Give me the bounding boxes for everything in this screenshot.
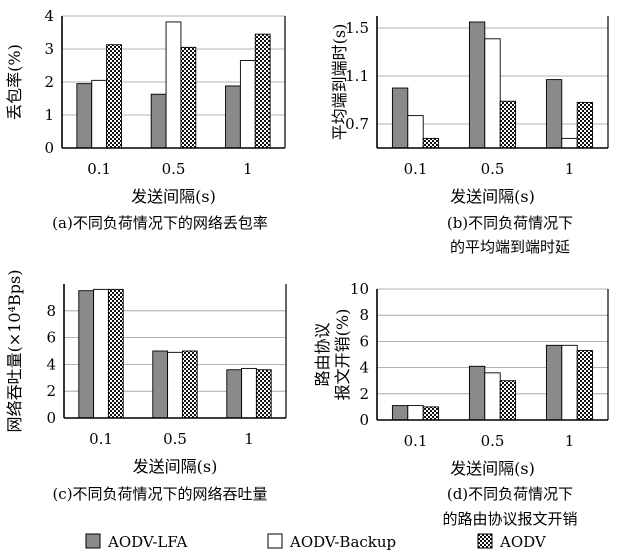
bar-aodv-backup-1 [239,60,256,149]
y-tick-label: 0 [44,139,54,157]
x-axis-label: 发送间隔(s) [131,187,216,206]
y-tick-label: 2 [46,382,56,400]
x-tick-label: 0.5 [481,160,505,178]
bar-aodv-1 [254,33,271,149]
bar-aodv-backup-1 [241,367,257,419]
y-tick-label: 4 [44,7,54,25]
legend-swatch-aodv-backup [267,533,283,549]
bar-aodv-lfa-0.1 [391,87,409,149]
x-tick-label: 1 [565,160,575,178]
y-tick-label: 0 [359,411,369,429]
y-axis-label: 网络吞吐量(×10⁴Bps) [5,270,24,433]
bar-aodv-0.5 [180,46,197,149]
y-tick-label: 0.7 [345,115,369,133]
bar-aodv-backup-0.1 [407,115,424,149]
bar-aodv-0.1 [106,44,122,149]
bar-aodv-lfa-1 [545,344,563,421]
legend-swatch-aodv [477,533,493,549]
y-tick-label: 1 [44,106,54,124]
x-tick-label: 0.1 [89,430,113,448]
bar-aodv-lfa-1 [545,79,563,149]
bar-aodv-lfa-0.5 [152,350,169,419]
y-tick-label: 8 [359,306,369,324]
y-axis-label: 平均端到端时(s) [330,24,349,141]
legend-label-aodv-lfa: AODV-LFA [107,533,187,551]
bar-aodv-backup-1 [561,137,578,149]
bar-aodv-1 [576,350,594,421]
y-tick-label: 0 [46,409,56,427]
bar-aodv-0.1 [422,406,440,421]
chart-a: 0 1 2 3 4 0.1 0.5 1 发送间隔(s) 丢包率(%) (a)不同负荷情况下的网络丢包… [5,7,286,232]
legend-label-aodv: AODV [499,533,547,551]
x-tick-label: 0.1 [404,432,428,450]
y-tick-label: 6 [359,332,369,350]
chart-d: 0 2 4 6 8 10 0.1 0.5 1 发送间隔(s) 路由协议 报文开销(%) (d)不同负荷情… [313,280,609,528]
legend-swatch-aodv-lfa [85,533,101,549]
y-tick-label: 1.5 [345,19,369,37]
y-tick-label: 2 [44,73,54,91]
bar-aodv-0.1 [107,288,124,419]
bar-aodv-lfa-0.1 [78,290,95,419]
x-tick-label: 0.5 [163,430,187,448]
chart-b: 0.7 1.1 1.5 0.1 0.5 1 发送间隔(s) 平均端到端时(s) (b)不同负荷情… [330,16,609,256]
bar-aodv-backup-0.5 [484,38,501,149]
y-tick-label: 1.1 [345,67,369,85]
bar-aodv-0.5 [499,380,517,421]
legend-label-aodv-backup: AODV-Backup [289,533,396,551]
bar-aodv-backup-0.5 [165,21,182,149]
y-tick-label: 6 [46,329,56,347]
y-axis-label: 报文开销(%) [333,309,352,401]
bar-aodv-backup-0.1 [91,79,108,149]
chart-caption: (c)不同负荷情况下的网络吞吐量 [52,485,267,503]
bar-aodv-lfa-0.5 [468,365,486,421]
bar-aodv-backup-0.1 [93,288,109,419]
bar-aodv-lfa-0.5 [150,93,167,149]
x-axis-label: 发送间隔(s) [450,187,535,206]
y-tick-label: 8 [46,302,56,320]
y-tick-label: 3 [44,40,54,58]
bar-aodv-lfa-1 [225,85,241,149]
bar-aodv-1 [576,101,594,149]
bar-aodv-0.1 [422,137,440,149]
bar-aodv-backup-1 [561,344,578,421]
bar-aodv-lfa-0.1 [76,83,93,149]
bar-aodv-lfa-1 [226,369,243,419]
y-axis-label: 路由协议 [313,322,332,386]
bar-aodv-0.5 [181,350,198,419]
legend: AODV-LFA AODV-Backup AODV [85,533,547,551]
chart-caption: (b)不同负荷情况下 [447,214,573,232]
chart-c: 0 2 4 6 8 0.1 0.5 1 发送间隔(s) 网络吞吐量(×10⁴Bps) (c)不同负荷… [5,270,287,503]
x-tick-label: 0.1 [87,160,111,178]
bar-aodv-lfa-0.1 [391,405,409,421]
x-axis-label: 发送间隔(s) [450,459,535,478]
chart-caption: 的平均端到端时延 [450,238,570,256]
chart-caption: (d)不同负荷情况下 [447,485,573,503]
x-tick-label: 1 [565,432,575,450]
x-tick-label: 0.1 [404,160,428,178]
chart-caption: 的路由协议报文开销 [442,510,577,528]
x-tick-label: 0.5 [481,432,505,450]
x-axis-label: 发送间隔(s) [133,457,218,476]
bar-aodv-backup-0.1 [407,405,424,421]
bar-aodv-backup-0.5 [484,372,501,421]
y-tick-label: 2 [359,385,369,403]
bar-aodv-backup-0.5 [167,351,183,419]
x-tick-label: 1 [243,160,253,178]
y-tick-label: 10 [350,280,369,298]
bar-aodv-0.5 [499,100,517,149]
bar-aodv-lfa-0.5 [468,21,486,149]
y-axis-label: 丢包率(%) [5,44,24,120]
y-tick-label: 4 [46,355,56,373]
bar-aodv-1 [255,369,272,419]
x-tick-label: 0.5 [162,160,186,178]
y-tick-label: 4 [359,359,369,377]
x-tick-label: 1 [244,430,254,448]
chart-caption: (a)不同负荷情况下的网络丢包率 [52,214,268,232]
